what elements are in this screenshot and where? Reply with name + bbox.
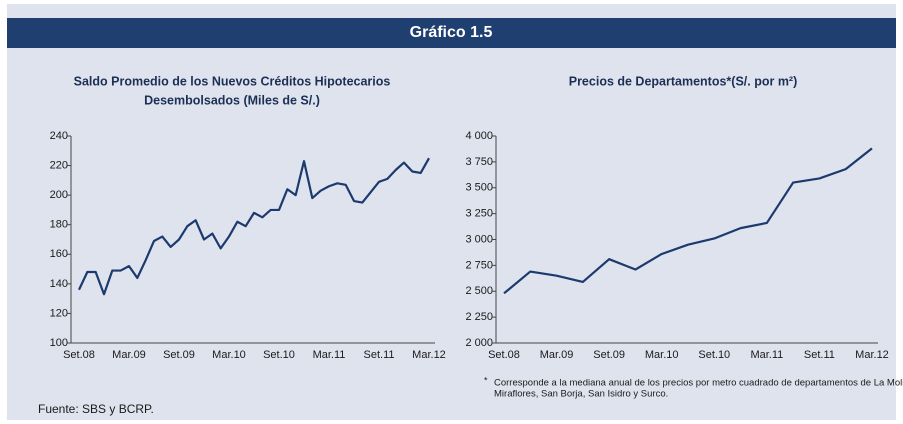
y-tick-label: 160: [50, 248, 68, 260]
x-tick-label: Mar.10: [212, 349, 246, 361]
panel: [7, 4, 896, 420]
y-tick-label: 3 000: [465, 233, 493, 245]
y-tick-label: 2 000: [465, 337, 493, 349]
x-tick-label: Set.08: [63, 349, 95, 361]
x-tick-label: Mar.11: [313, 349, 346, 361]
x-tick-label: Set.11: [804, 349, 835, 361]
x-tick-label: Mar.10: [645, 349, 679, 361]
footnote: Corresponde a la mediana anual de los pr…: [494, 378, 903, 389]
x-tick-label: Set.10: [698, 349, 730, 361]
footnote-mark: *: [484, 375, 488, 385]
y-tick-label: 4 000: [465, 130, 493, 142]
footnote: Miraflores, San Borja, San Isidro y Surc…: [494, 389, 668, 400]
y-tick-label: 3 750: [465, 156, 493, 168]
x-tick-label: Mar.11: [750, 349, 783, 361]
x-tick-label: Mar.12: [855, 349, 889, 361]
x-tick-label: Set.08: [488, 349, 520, 361]
chart-title: Saldo Promedio de los Nuevos Créditos Hi…: [74, 74, 391, 88]
data-line: [503, 147, 873, 295]
x-tick-label: Mar.12: [412, 349, 446, 361]
x-tick-label: Set.11: [364, 349, 395, 361]
y-tick-label: 120: [50, 307, 68, 319]
y-tick-label: 240: [50, 130, 68, 142]
y-tick-label: 200: [50, 189, 68, 201]
chart-title: Desembolsados (Miles de S/.): [144, 93, 320, 107]
header-bar: [7, 18, 896, 48]
source: Fuente: SBS y BCRP.: [38, 402, 154, 416]
y-tick-label: 220: [50, 159, 68, 171]
data-line: [78, 157, 430, 296]
x-tick-label: Set.09: [163, 349, 195, 361]
y-tick-label: 180: [50, 219, 68, 231]
y-tick-label: 3 500: [465, 182, 493, 194]
y-tick-label: 2 750: [465, 259, 493, 271]
chart-title: Precios de Departamentos*(S/. por m²): [569, 74, 798, 88]
y-tick-label: 3 250: [465, 208, 493, 220]
y-tick-label: 2 500: [465, 285, 493, 297]
x-tick-label: Mar.09: [112, 349, 146, 361]
x-tick-label: Set.09: [593, 349, 625, 361]
header-title: Gráfico 1.5: [410, 24, 493, 41]
x-tick-label: Set.10: [263, 349, 295, 361]
x-tick-label: Mar.09: [540, 349, 574, 361]
y-tick-label: 100: [50, 337, 68, 349]
y-tick-label: 140: [50, 278, 68, 290]
y-tick-label: 2 250: [465, 311, 493, 323]
